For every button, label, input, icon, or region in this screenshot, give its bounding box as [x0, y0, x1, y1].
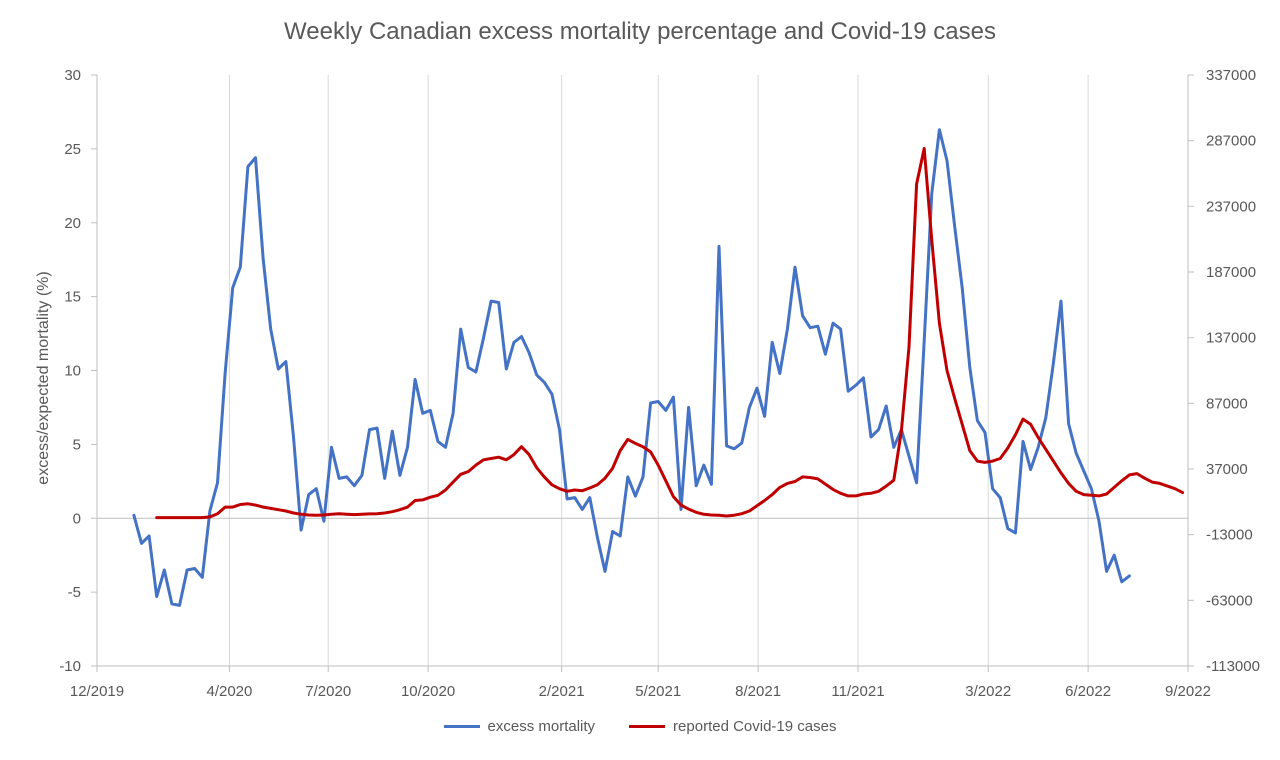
y2-tick-label: 87000	[1206, 395, 1248, 412]
x-tick-label: 8/2021	[735, 683, 781, 700]
y-axis-label: excess/expected mortality (%)	[35, 271, 52, 484]
y-tick-label: 0	[73, 510, 81, 527]
y2-tick-label: 337000	[1206, 67, 1256, 84]
legend-label-excess-mortality: excess mortality	[487, 718, 596, 735]
legend-item-covid-cases: reported Covid-19 cases	[629, 718, 836, 735]
y2-tick-label: -113000	[1206, 658, 1260, 675]
y2-tick-label: 187000	[1206, 264, 1256, 281]
legend: excess mortality reported Covid-19 cases	[0, 718, 1280, 735]
y-tick-label: 20	[64, 215, 81, 232]
y2-tick-label: 237000	[1206, 198, 1256, 215]
y-tick-label: -10	[59, 658, 81, 675]
y2-tick-label: 287000	[1206, 133, 1256, 150]
x-tick-label: 9/2022	[1165, 683, 1211, 700]
y-tick-label: 5	[73, 436, 81, 453]
series-layer	[132, 128, 1185, 607]
legend-swatch-covid-cases	[629, 725, 666, 728]
y-tick-label: 30	[64, 67, 81, 84]
legend-item-excess-mortality: excess mortality	[443, 718, 596, 735]
y-tick-label: 25	[64, 141, 81, 158]
y2-tick-label: 37000	[1206, 461, 1248, 478]
x-tick-label: 3/2022	[965, 683, 1011, 700]
axes-layer: 12/2019 4/2020 7/2020 10/2020 2/2021 5/2021 8/…	[59, 67, 1260, 700]
y2-tick-label: -13000	[1206, 527, 1253, 544]
y2-tick-label: -63000	[1206, 592, 1253, 609]
series-line-excess-mortality	[132, 128, 1131, 607]
y-tick-label: -5	[68, 584, 81, 601]
x-tick-label: 11/2021	[831, 683, 884, 700]
legend-label-covid-cases: reported Covid-19 cases	[673, 718, 837, 735]
x-tick-label: 4/2020	[206, 683, 252, 700]
x-tick-label: 2/2021	[539, 683, 585, 700]
y-tick-label: 15	[64, 289, 81, 306]
x-tick-label: 7/2020	[305, 683, 351, 700]
y-tick-label: 10	[64, 363, 81, 380]
x-tick-label: 6/2022	[1065, 683, 1111, 700]
x-tick-label: 5/2021	[635, 683, 681, 700]
legend-swatch-excess-mortality	[443, 725, 480, 728]
grid-layer	[96, 75, 1189, 666]
x-tick-label: 10/2020	[401, 683, 455, 700]
x-tick-label: 12/2019	[70, 683, 124, 700]
y2-tick-label: 137000	[1206, 330, 1256, 347]
chart-title: Weekly Canadian excess mortality percent…	[284, 18, 996, 45]
series-line-covid-cases	[155, 147, 1185, 520]
